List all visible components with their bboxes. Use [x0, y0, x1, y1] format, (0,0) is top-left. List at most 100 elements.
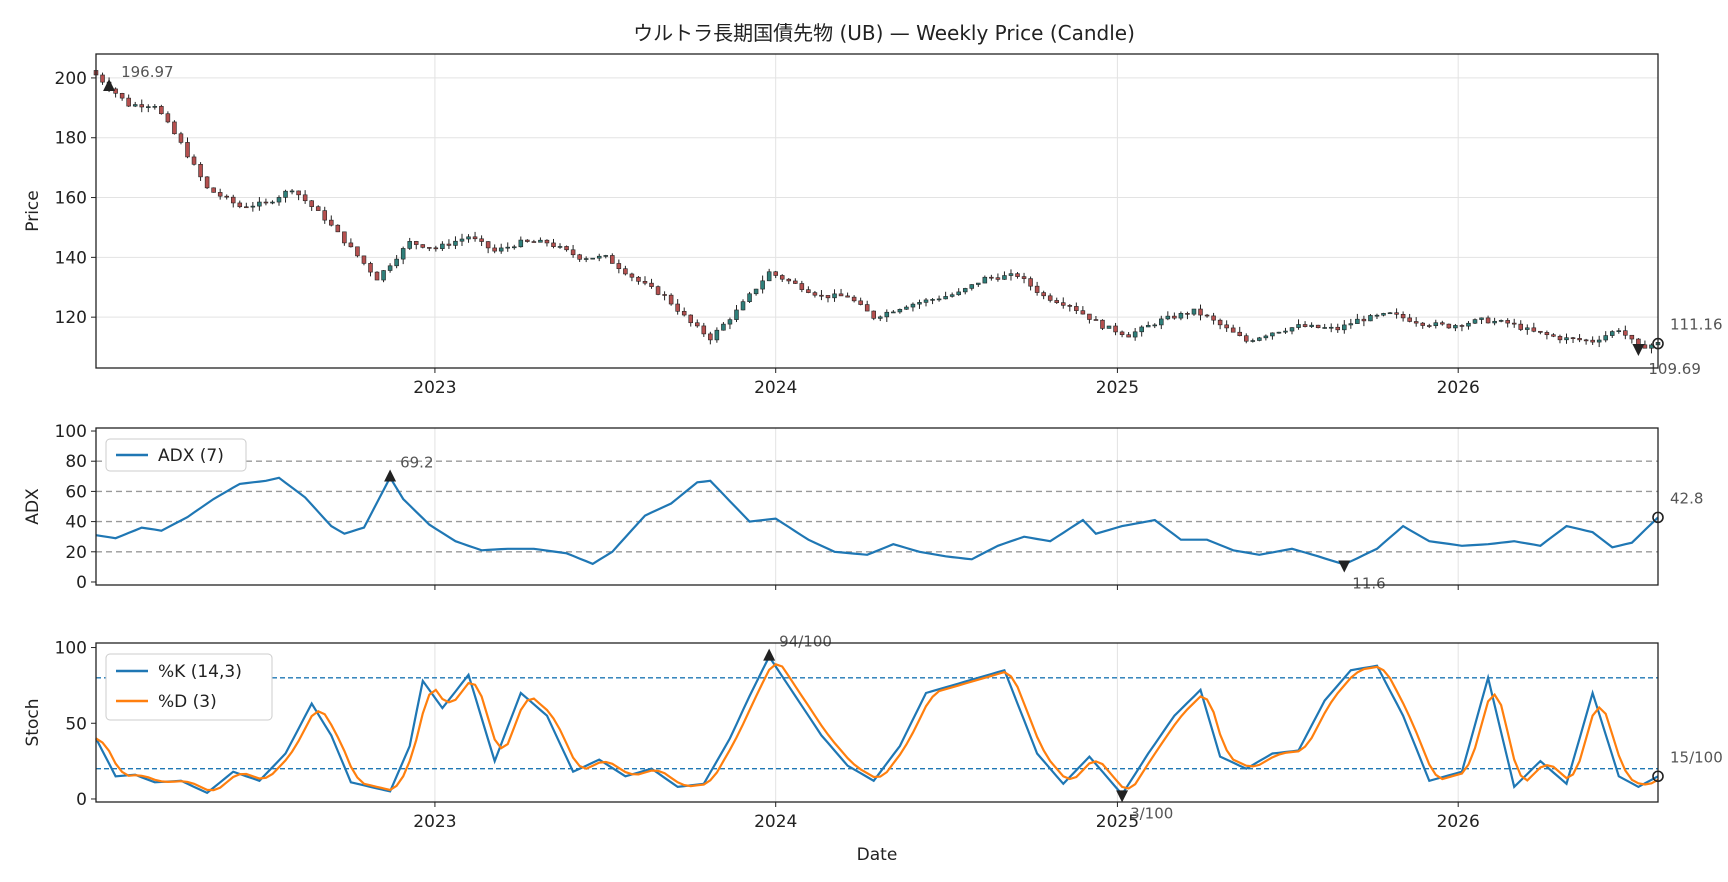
candle-body	[1479, 317, 1484, 320]
candle-body	[1322, 327, 1327, 329]
y-axis-label: ADX	[23, 488, 43, 525]
candle-body	[943, 296, 948, 300]
candle-body	[1041, 292, 1046, 297]
candle-body	[1152, 324, 1158, 327]
candle-body	[878, 316, 883, 319]
annotation-marker-max	[384, 469, 397, 482]
candle-body	[1263, 335, 1269, 339]
candle-body	[1145, 325, 1151, 328]
candle-body	[1374, 314, 1380, 317]
candle-body	[616, 263, 622, 270]
candle-body	[230, 196, 236, 204]
annotation-label-min: 3/100	[1130, 804, 1173, 822]
candle-body	[1577, 338, 1582, 341]
candle-body	[956, 291, 961, 296]
candle-body	[1015, 273, 1020, 277]
candle-body	[1629, 334, 1635, 340]
candle-body	[799, 283, 805, 290]
candle-body	[714, 329, 720, 341]
candle-body	[544, 239, 550, 244]
candle-body	[531, 241, 537, 243]
candle-body	[217, 192, 223, 197]
candle-body	[904, 306, 909, 310]
annotation-marker-max	[763, 648, 776, 661]
candle-body	[198, 164, 203, 178]
candle-body	[1185, 313, 1190, 315]
candle-body	[302, 194, 308, 202]
candle-body	[159, 106, 164, 115]
x-tick-label: 2023	[413, 378, 456, 398]
candle-body	[244, 206, 249, 209]
candle-body	[413, 241, 419, 245]
candle-body	[296, 190, 301, 196]
candle-body	[1603, 335, 1608, 341]
candle-body	[1315, 324, 1321, 329]
candle-body	[721, 323, 726, 331]
candle-body	[1211, 315, 1216, 321]
annotation-label-min: 11.6	[1352, 574, 1385, 592]
candle-body	[368, 263, 373, 273]
candle-body	[440, 243, 445, 249]
candle-body	[1557, 335, 1563, 341]
candle-body	[1074, 306, 1079, 311]
candle-body	[309, 200, 314, 207]
plot-frame	[95, 427, 1659, 586]
candle-body	[1191, 308, 1197, 315]
candle-body	[734, 309, 739, 320]
candle-body	[1283, 330, 1288, 333]
candle-body	[485, 241, 491, 249]
candle-body	[211, 187, 216, 193]
candle-body	[1636, 338, 1641, 346]
candle-body	[204, 176, 210, 189]
candle-body	[1198, 308, 1203, 316]
candle-body	[577, 254, 582, 260]
candle-body	[1485, 317, 1491, 324]
candle-body	[453, 240, 458, 246]
candle-body	[172, 121, 177, 135]
candle-body	[387, 265, 393, 271]
candle-body	[1054, 300, 1059, 303]
candle-body	[224, 195, 229, 198]
candle-body	[858, 300, 863, 305]
candle-body	[962, 288, 968, 293]
candle-body	[1302, 324, 1308, 327]
y-tick-label: 140	[55, 248, 87, 268]
annotation-label-last: 15/100	[1670, 748, 1723, 766]
candle-body	[1531, 327, 1537, 332]
candle-body	[629, 273, 635, 278]
candle-body	[1028, 278, 1033, 287]
candle-body	[1250, 340, 1256, 342]
candle-body	[623, 268, 628, 275]
candle-body	[976, 282, 981, 285]
candle-body	[583, 258, 589, 260]
candle-body	[642, 281, 648, 284]
candle-body	[949, 294, 955, 297]
candle-body	[688, 314, 693, 324]
candle-body	[512, 246, 517, 249]
candle-body	[1348, 323, 1354, 326]
candle-body	[479, 238, 484, 242]
candle-body	[407, 241, 412, 249]
annotation-label-last: 42.8	[1670, 489, 1703, 507]
candle-body	[995, 277, 1001, 280]
y-tick-label: 0	[76, 790, 87, 810]
candle-body	[655, 286, 661, 295]
candle-body	[779, 275, 785, 280]
candle-body	[113, 88, 118, 94]
candle-body	[276, 197, 282, 203]
candle-body	[773, 271, 778, 276]
candle-body	[590, 257, 595, 260]
candle-body	[433, 247, 439, 250]
candle-body	[1328, 326, 1334, 329]
candle-body	[1440, 322, 1445, 325]
candle-body	[636, 276, 641, 282]
price-panel: 2023 2024 2025 2026 120 140 160 180 200 Price 196.…	[23, 53, 1723, 398]
candle-body	[851, 296, 857, 302]
candle-body	[381, 270, 386, 281]
stoch-d-line	[95, 663, 1659, 792]
candle-body	[603, 255, 609, 257]
candle-body	[505, 246, 511, 249]
chart-title: ウルトラ長期国債先物 (UB) — Weekly Price (Candle)	[633, 21, 1135, 45]
candle-body	[1466, 322, 1471, 327]
